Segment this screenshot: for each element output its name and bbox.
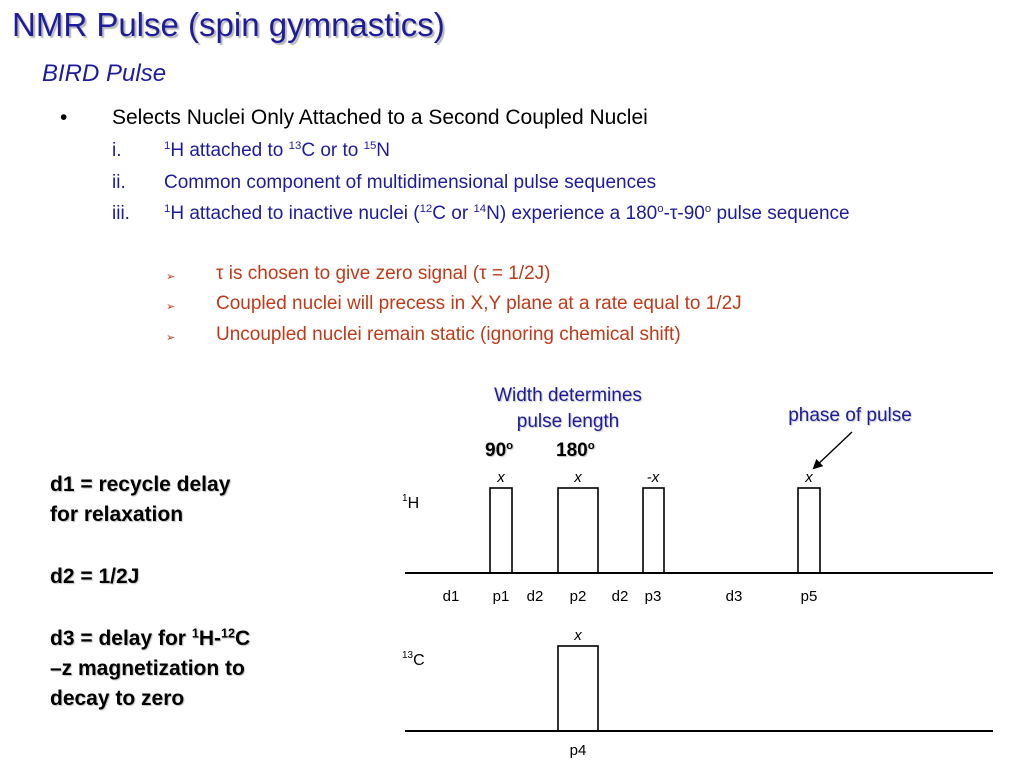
sub-bullet-text: Uncoupled nuclei remain static (ignoring… bbox=[216, 324, 681, 345]
bullet-marker: • bbox=[60, 106, 68, 129]
channel-label-1h: 1H bbox=[402, 493, 419, 512]
delay-label: d2 bbox=[612, 588, 629, 605]
item-number-ii: ii. bbox=[112, 172, 126, 193]
phase-label: x bbox=[573, 469, 582, 486]
phase-label: -x bbox=[647, 469, 660, 486]
delay-label: p2 bbox=[570, 588, 587, 605]
sub-bullet-marker: ➢ bbox=[166, 271, 176, 283]
label-180-degrees: 180o bbox=[556, 440, 595, 461]
delay-notes: d1 = recycle delay for relaxation d2 = 1… bbox=[50, 470, 380, 714]
channel-label-13c: 13C bbox=[402, 650, 425, 669]
page-subtitle: BIRD Pulse bbox=[42, 60, 167, 87]
item-text-iii: 1H attached to inactive nuclei (12C or 1… bbox=[164, 203, 850, 224]
phase-label: x bbox=[804, 469, 813, 486]
item-text-i: 1H attached to 13C or to 15N bbox=[164, 140, 391, 161]
sub-bullet-marker: ➢ bbox=[166, 332, 176, 344]
pulse-p1 bbox=[489, 487, 513, 574]
delay-label: p3 bbox=[645, 588, 662, 605]
note-d2: d2 = 1/2J bbox=[50, 565, 140, 588]
item-number-i: i. bbox=[112, 140, 122, 161]
bullet-text: Selects Nuclei Only Attached to a Second… bbox=[112, 106, 648, 129]
note-d3-line2: –z magnetization to bbox=[50, 657, 245, 680]
sub-bullet-text: τ is chosen to give zero signal (τ = 1/2… bbox=[216, 263, 551, 284]
sub-bullet-marker: ➢ bbox=[166, 301, 176, 313]
phase-label: x bbox=[496, 469, 505, 486]
label-90-degrees: 90o bbox=[485, 440, 514, 461]
sub-bullet-text: Coupled nuclei will precess in X,Y plane… bbox=[216, 293, 742, 314]
page-title: NMR Pulse (spin gymnastics) bbox=[12, 6, 445, 43]
delay-label: p5 bbox=[801, 588, 818, 605]
note-d3-line3: decay to zero bbox=[50, 687, 185, 710]
pulse-p2 bbox=[557, 487, 599, 574]
delay-label: d2 bbox=[527, 588, 544, 605]
pulse-p4 bbox=[557, 645, 599, 732]
phase-label: x bbox=[573, 627, 582, 644]
note-d1-line2: for relaxation bbox=[50, 503, 184, 526]
note-d3-line1: d3 = delay for 1H-12C bbox=[50, 626, 251, 650]
pulse-p3 bbox=[642, 487, 665, 574]
delay-label: d1 bbox=[443, 588, 460, 605]
delay-label: p4 bbox=[570, 742, 587, 759]
delay-label: d3 bbox=[726, 588, 743, 605]
phase-arrow bbox=[812, 431, 853, 470]
item-number-iii: iii. bbox=[112, 203, 130, 224]
width-annotation-line1: Width determines bbox=[494, 385, 642, 406]
item-text-ii: Common component of multidimensional pul… bbox=[164, 172, 657, 193]
note-d1-line1: d1 = recycle delay bbox=[50, 473, 231, 496]
phase-annotation: phase of pulse bbox=[788, 405, 912, 426]
pulse-p5 bbox=[797, 487, 821, 574]
delay-label: p1 bbox=[493, 588, 510, 605]
width-annotation-line2: pulse length bbox=[516, 411, 620, 432]
